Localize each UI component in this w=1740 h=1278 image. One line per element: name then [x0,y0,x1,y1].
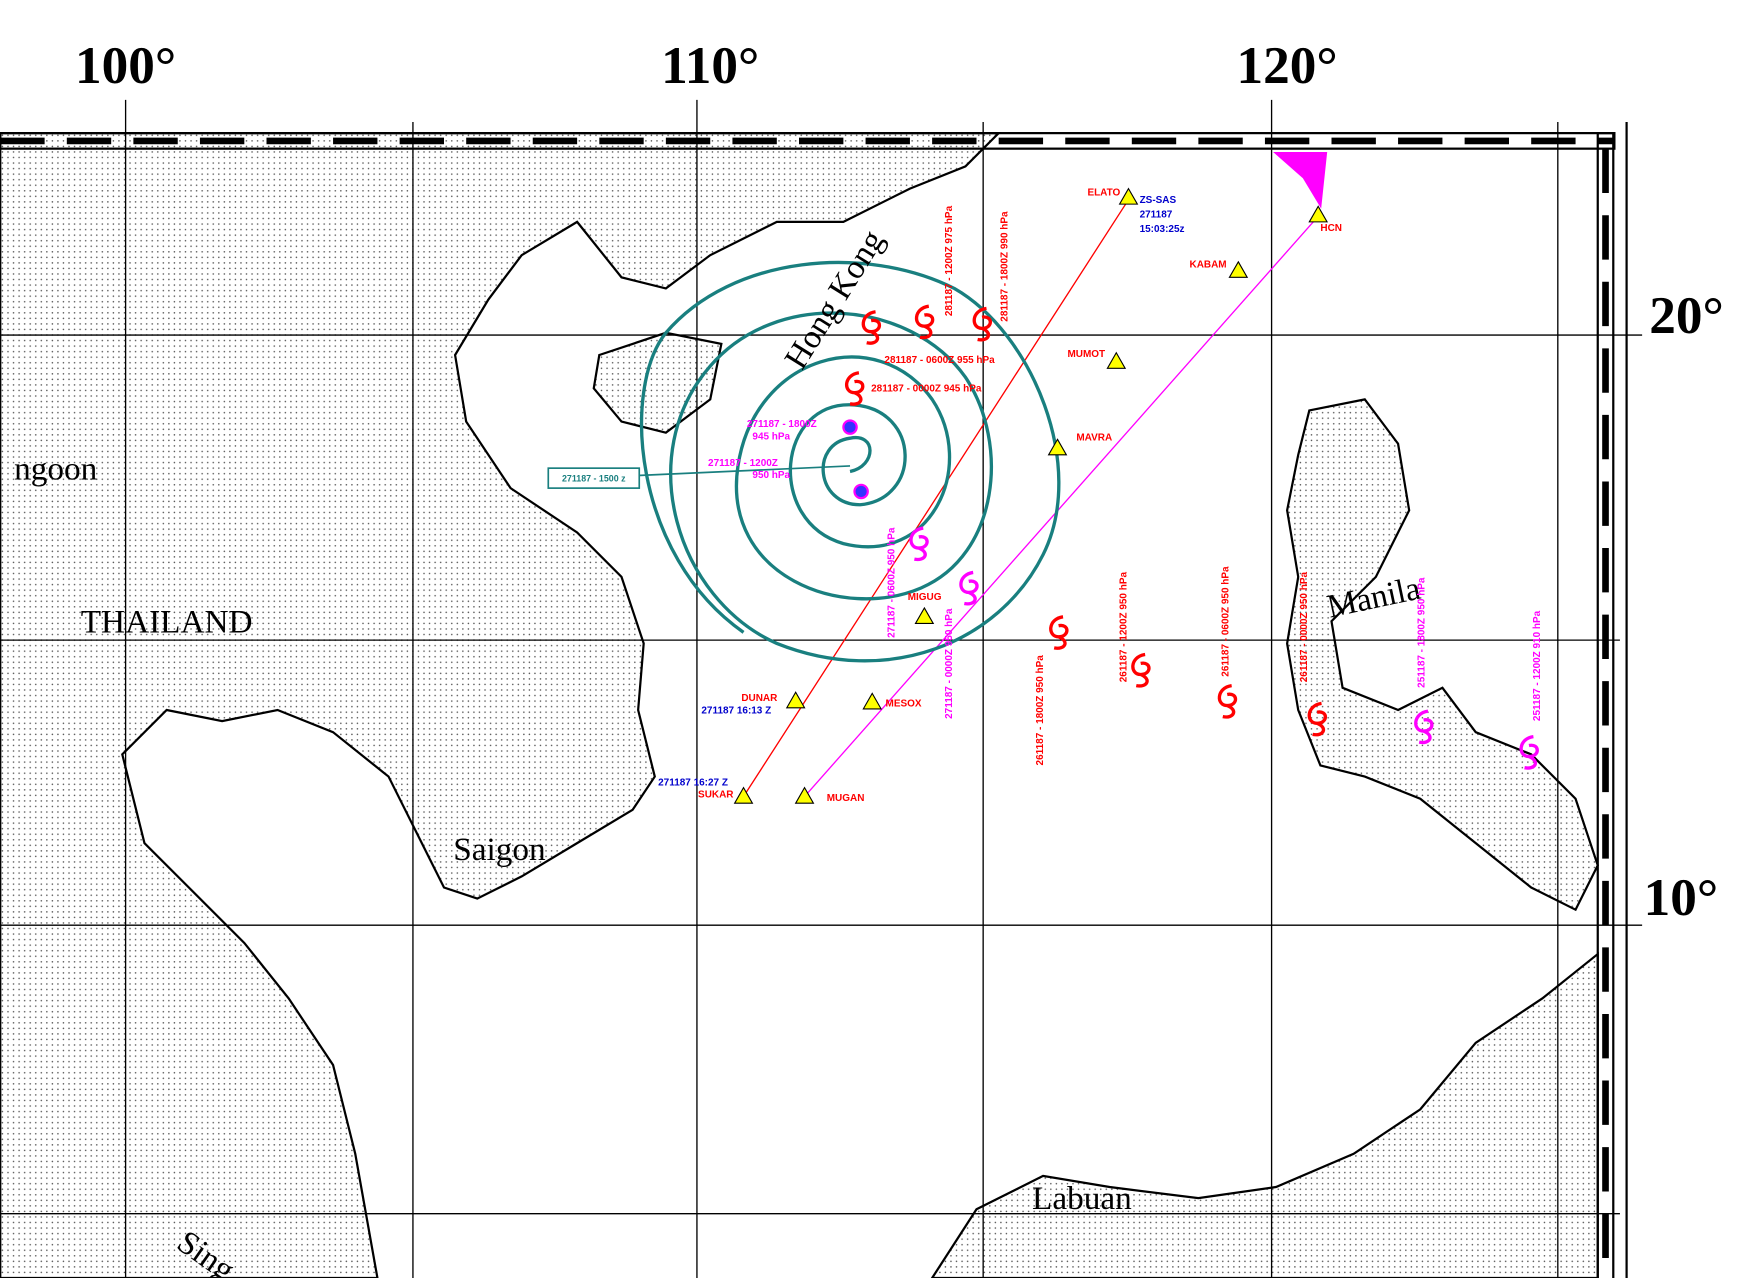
waypoint-label: MIGUG [908,592,942,603]
place-name: THAILAND [81,603,253,640]
typhoon-symbol [1131,652,1151,688]
position-marker [842,419,858,435]
waypoint-marker [1047,438,1068,456]
time-label: 15:03:25z [1140,224,1185,235]
waypoint-marker [1228,260,1249,278]
time-label: 271187 [1140,209,1173,220]
position-marker [853,483,869,500]
typhoon-label: 251187 - 1200Z 910 hPa [1532,610,1543,721]
waypoint-marker [794,786,815,804]
typhoon-label: 271187 - 1200Z [708,458,778,469]
frame [0,122,1628,1278]
typhoon-symbol [914,304,935,340]
waypoint-marker [914,606,935,625]
waypoint-label: MESOX [886,699,922,710]
typhoon-label: 281187 - 1200Z 975 hPa [944,205,955,316]
lat-label: 10° [1644,868,1719,927]
waypoint-label: MAVRA [1076,432,1112,443]
typhoon-symbol [909,526,929,562]
place-name: Labuan [1032,1180,1132,1217]
lon-label: 110° [661,36,759,95]
box [547,467,641,489]
waypoint-marker [862,692,883,710]
typhoon-symbol [1049,615,1069,650]
place-name: Saigon [453,831,546,868]
typhoon-symbol [861,310,882,345]
typhoon-label: 271187 - 1800Z [747,419,817,430]
typhoon-symbol [1414,709,1434,745]
waypoint-label: KABAM [1190,259,1227,270]
waypoint-marker [1106,351,1127,369]
routes [742,199,1319,797]
typhoon-symbol [845,371,865,406]
typhoon-label: 261187 - 1800Z 950 hPa [1035,655,1046,766]
waypoint-marker [733,786,754,804]
typhoon-label: 261187 - 0000Z 950 hPa [1299,572,1310,683]
typhoon-symbol [1307,701,1328,737]
waypoint-label: MUMOT [1067,349,1105,360]
waypoint-label: DUNAR [741,693,777,704]
waypoint-label: MUGAN [827,793,865,804]
waypoint-marker [1308,205,1329,223]
graticule [0,99,1643,1278]
typhoon-label: 281187 - 0000Z 945 hPa [871,384,982,395]
typhoon-label: 261187 - 1200Z 950 hPa [1118,572,1129,683]
typhoon-symbol [1217,683,1238,719]
typhoon-label: 281187 - 0600Z 955 hPa [884,355,995,366]
typhoon-label: 945 hPa [752,431,790,442]
time-label: 271187 16:27 Z [658,777,728,788]
waypoint-label: ELATO [1087,187,1120,198]
typhoon-label: 281187 - 1800Z 990 hPa [1000,211,1011,322]
waypoint-label: SUKAR [698,790,733,801]
time-label: 271187 16:13 Z [701,705,771,716]
typhoon-label: 271187 - 0600Z 950 hPa [886,527,897,638]
waypoint-marker [1118,187,1139,205]
typhoon-symbol [972,306,992,342]
lon-label: 120° [1237,36,1338,95]
waypoint-label: HCN [1320,223,1342,234]
box-label: 271187 - 1500 z [562,473,626,483]
place-name: ngoon [14,450,98,487]
lon-label: 100° [75,36,176,95]
typhoon-label: 261187 - 0600Z 950 hPa [1220,566,1231,677]
typhoon-label: 950 hPa [752,470,790,481]
time-label: ZS-SAS [1140,195,1177,206]
typhoon-label: 251187 - 1800Z 950 hPa [1417,577,1428,688]
typhoon-label: 271187 - 0000Z 950 hPa [944,608,955,719]
typhoon-symbol [959,570,979,606]
land [0,132,1599,1278]
waypoint-marker [785,691,806,709]
lat-label: 20° [1649,286,1724,345]
typhoon-symbol [1519,734,1539,770]
